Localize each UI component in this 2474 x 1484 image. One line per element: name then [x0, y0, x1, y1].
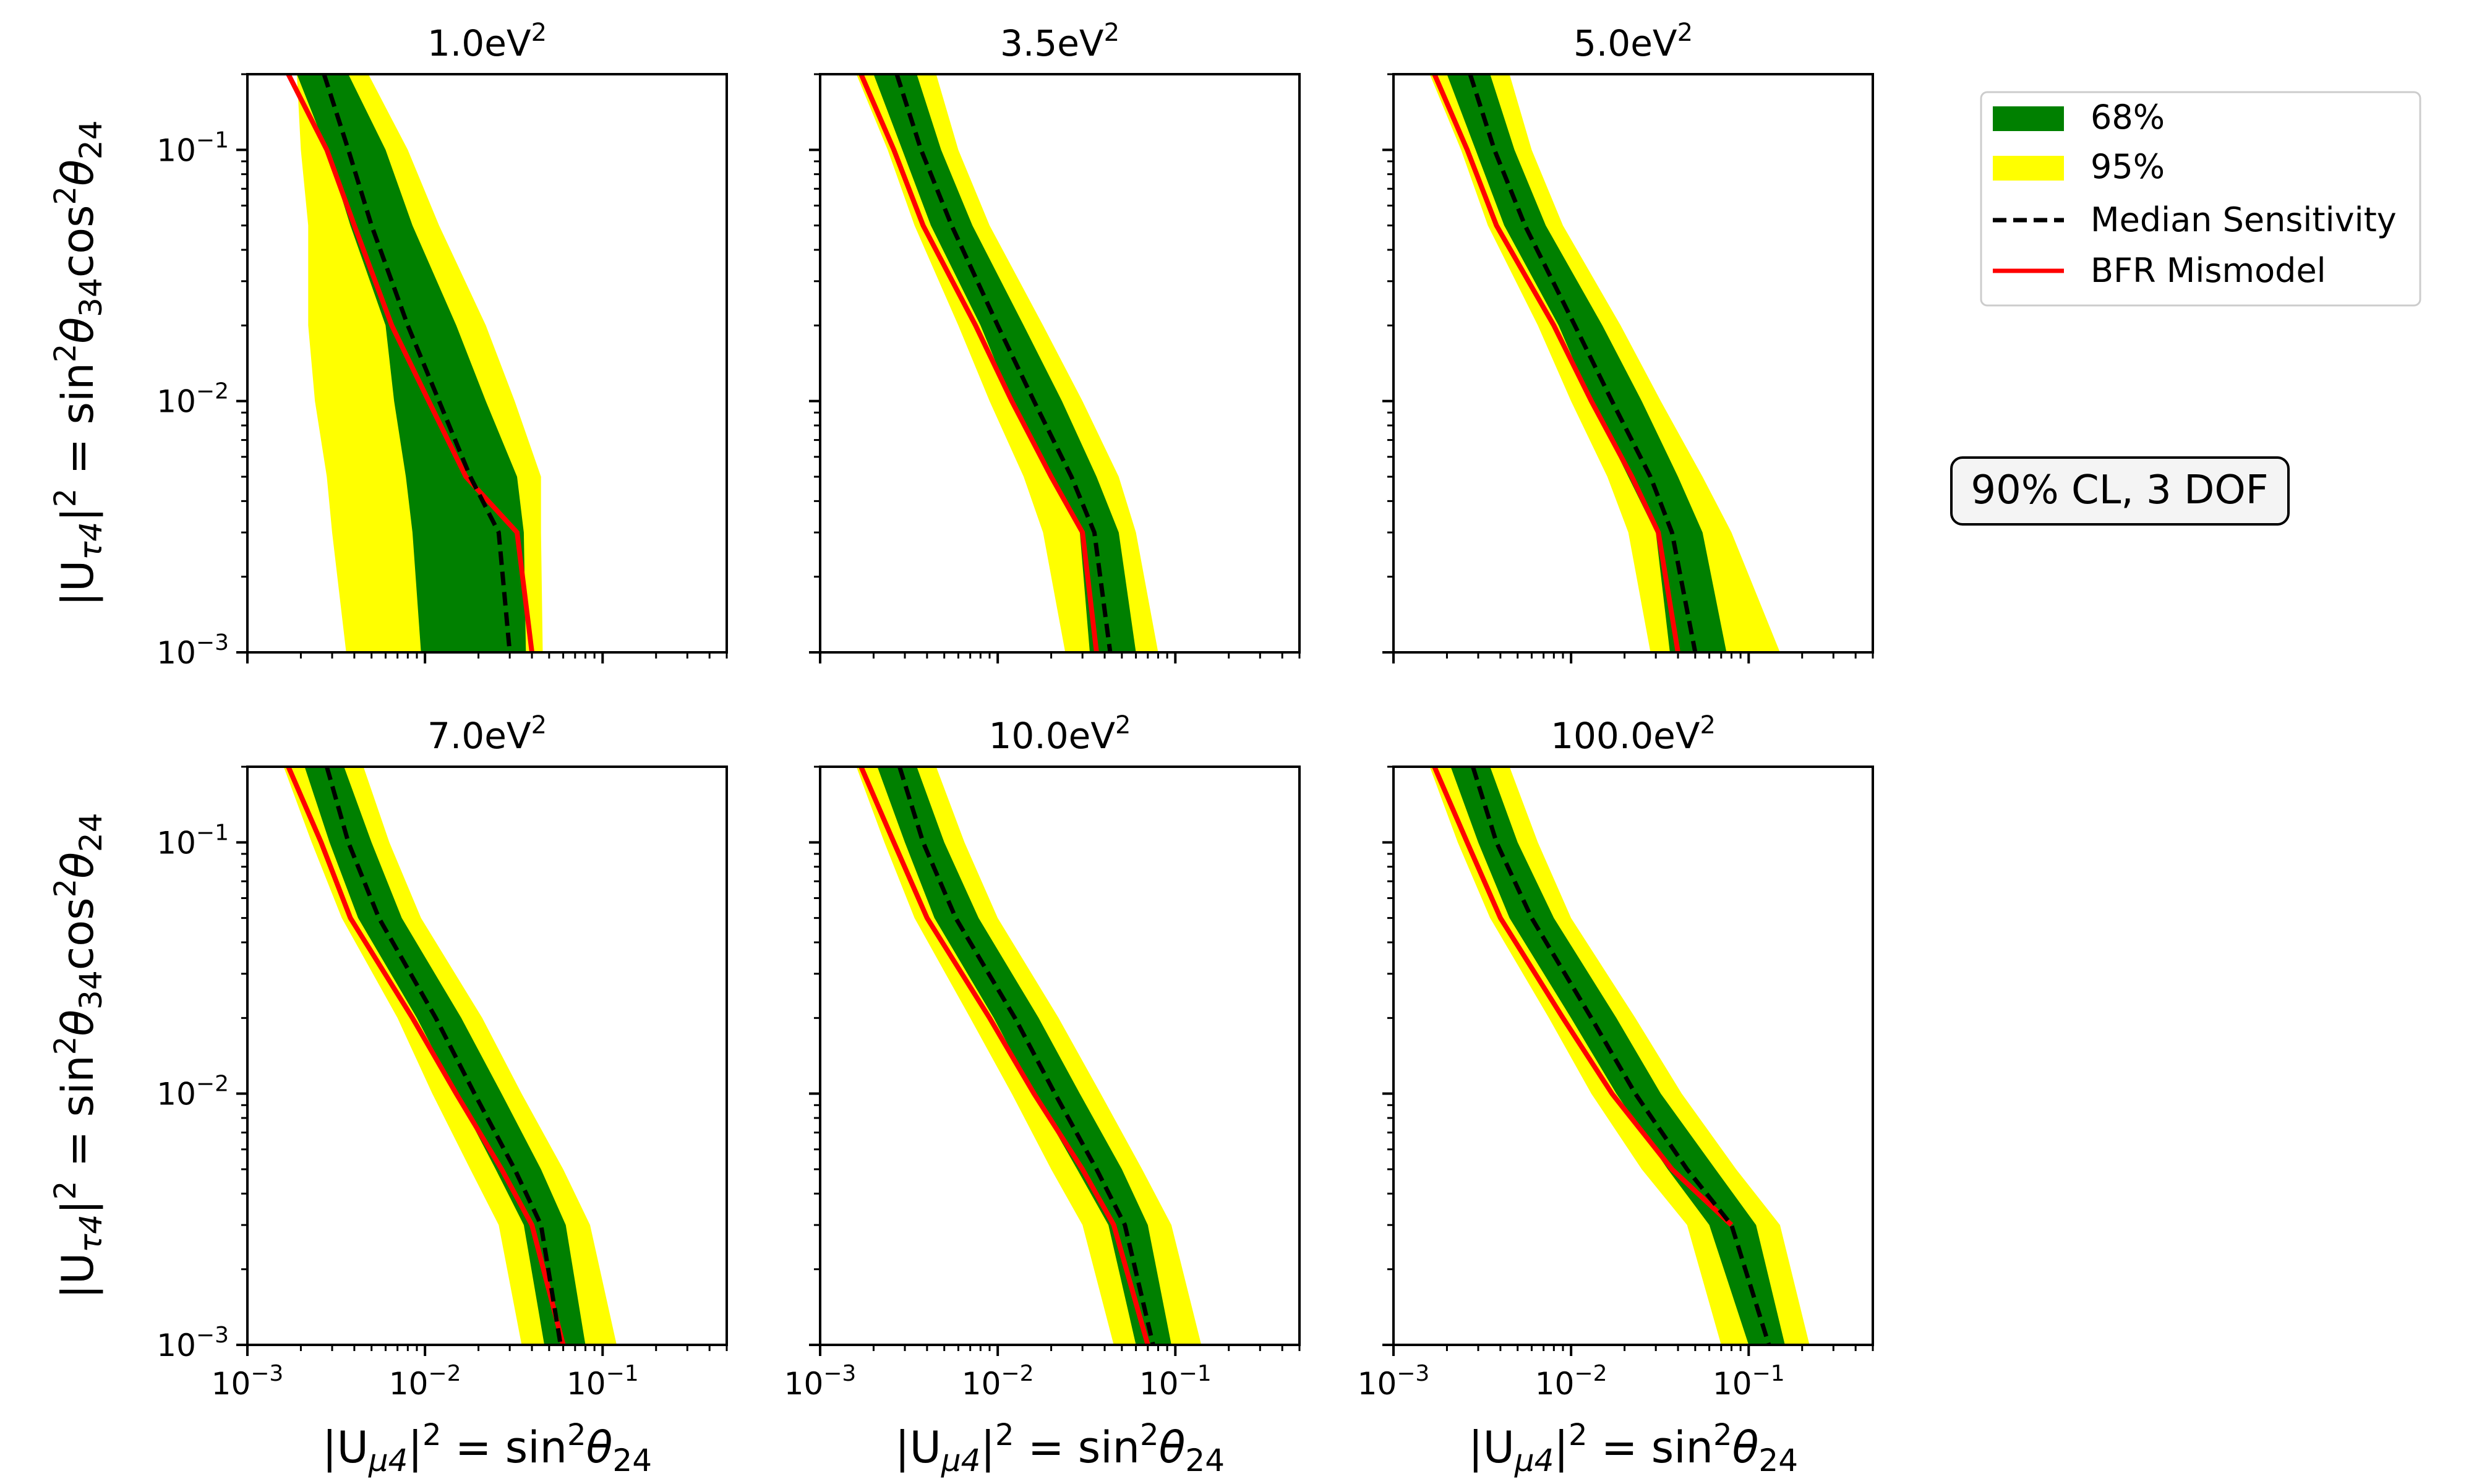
- legend-frame: [1980, 91, 2421, 307]
- plot-area: [283, 767, 617, 1345]
- axes-frame: [1392, 765, 1874, 1346]
- axes-frame: [819, 765, 1301, 1346]
- x-tick-label: 10−1: [567, 1361, 639, 1402]
- median-sensitivity-line: [325, 767, 563, 1345]
- legend-label-95: 95%: [2091, 147, 2165, 186]
- y-tick-label: 10−2: [156, 1072, 229, 1112]
- legend-label-median: Median Sensitivity: [2091, 200, 2397, 239]
- y-tick-label: 10−3: [156, 1323, 229, 1363]
- legend-swatch-95: [1993, 156, 2064, 181]
- panel-5: 10.0eV2 10−3 10−2 10−1 |Uμ4|2 = sin2θ24: [784, 711, 1301, 1478]
- median-sensitivity-line: [1471, 767, 1771, 1345]
- legend-label-68: 68%: [2091, 98, 2165, 137]
- y-axis-label: |Uτ4|2 = sin2θ34cos2θ24: [48, 120, 109, 606]
- panel-title: 100.0eV2: [1551, 711, 1716, 757]
- panel-3: 5.0eV2: [1382, 19, 1874, 663]
- x-tick-label: 10−2: [389, 1361, 461, 1402]
- y-tick-label: 10−1: [156, 127, 229, 168]
- x-tick-label: 10−3: [784, 1361, 857, 1402]
- x-axis-label: |Uμ4|2 = sin2θ24: [895, 1418, 1225, 1478]
- x-tick-label: 10−3: [212, 1361, 284, 1402]
- x-tick-label: 10−2: [962, 1361, 1034, 1402]
- x-tick-label: 10−1: [1713, 1361, 1785, 1402]
- bfr-mismodel-line: [1432, 767, 1734, 1227]
- panels-group: 1.0eV2 10−1 10−2 10−3 |Uτ4|2 = sin2θ34cos2θ2…: [48, 19, 1874, 1478]
- x-tick-label: 10−2: [1535, 1361, 1607, 1402]
- band-68: [1450, 767, 1785, 1345]
- panel-title: 7.0eV2: [427, 711, 547, 757]
- panel-6: 100.0eV2 10−3 10−2 10−1 |Uμ4|2 = sin2θ24: [1358, 711, 1874, 1478]
- annotation-text: 90% CL, 3 DOF: [1971, 467, 2268, 513]
- x-tick-label: 10−3: [1358, 1361, 1430, 1402]
- panel-title: 1.0eV2: [427, 19, 547, 64]
- bfr-mismodel-line: [858, 767, 1150, 1345]
- plot-area: [856, 74, 1158, 652]
- panel-title: 10.0eV2: [989, 711, 1131, 757]
- axes-frame: [1392, 73, 1874, 654]
- x-tick-label: 10−1: [1139, 1361, 1212, 1402]
- axes-frame: [246, 765, 728, 1346]
- panel-title: 5.0eV2: [1573, 19, 1693, 64]
- x-axis-label: |Uμ4|2 = sin2θ24: [1468, 1418, 1798, 1478]
- legend-label-bfr: BFR Mismodel: [2091, 251, 2326, 290]
- plot-area: [856, 767, 1202, 1345]
- annotation-box: 90% CL, 3 DOF: [1950, 456, 2290, 526]
- median-sensitivity-line: [322, 74, 512, 652]
- y-tick-label: 10−2: [156, 379, 229, 420]
- panel-2: 3.5eV2: [809, 19, 1301, 663]
- annotation-frame: [1950, 456, 2290, 526]
- y-axis-label: |Uτ4|2 = sin2θ34cos2θ24: [48, 812, 109, 1298]
- band-68: [1447, 74, 1727, 652]
- y-tick-label: 10−1: [156, 820, 229, 861]
- axes-frame: [819, 73, 1301, 654]
- plot-area: [1429, 74, 1780, 652]
- bfr-mismodel-line: [286, 74, 534, 652]
- x-axis-label: |Uμ4|2 = sin2θ24: [322, 1418, 652, 1478]
- panel-1: 1.0eV2 10−1 10−2 10−3 |Uτ4|2 = sin2θ34cos2θ2…: [48, 19, 728, 671]
- axes-frame: [246, 73, 728, 654]
- panel-4: 7.0eV2 10−3 10−2 10−1 |Uμ4|2 = sin2θ24 10−1 10…: [48, 711, 728, 1478]
- bfr-mismodel-line: [858, 74, 1099, 652]
- band-68: [877, 767, 1171, 1345]
- legend: 68% 95% Median Sensitivity BFR Mismodel: [1980, 91, 2421, 307]
- plot-area: [286, 74, 543, 652]
- band-68: [304, 767, 586, 1345]
- median-sensitivity-line: [1468, 74, 1698, 652]
- bfr-mismodel-line: [286, 767, 566, 1345]
- median-sensitivity-line: [894, 74, 1113, 652]
- y-tick-label: 10−3: [156, 630, 229, 671]
- panel-title: 3.5eV2: [1000, 19, 1119, 64]
- median-sensitivity-line: [897, 767, 1155, 1345]
- legend-swatch-68: [1993, 106, 2064, 131]
- plot-area: [1429, 767, 1810, 1345]
- bfr-mismodel-line: [1432, 74, 1680, 652]
